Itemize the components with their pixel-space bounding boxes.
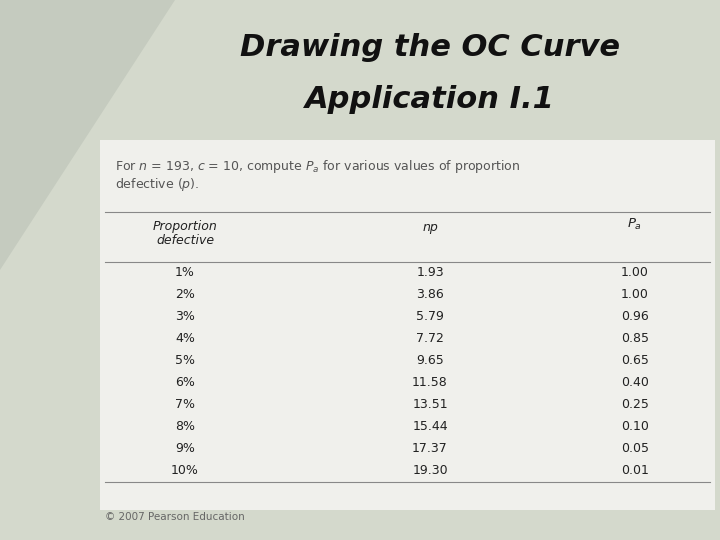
- Text: 4%: 4%: [175, 333, 195, 346]
- Bar: [100, 140, 715, 510]
- Text: © 2007 Pearson Education: © 2007 Pearson Education: [105, 512, 245, 522]
- Text: $P_a$: $P_a$: [627, 217, 642, 232]
- Text: 11.58: 11.58: [412, 376, 448, 389]
- Text: 7%: 7%: [175, 399, 195, 411]
- Text: 5.79: 5.79: [416, 310, 444, 323]
- Text: 5%: 5%: [175, 354, 195, 368]
- Text: 15.44: 15.44: [412, 421, 448, 434]
- Text: 13.51: 13.51: [412, 399, 448, 411]
- Text: 0.10: 0.10: [621, 421, 649, 434]
- Text: 7.72: 7.72: [416, 333, 444, 346]
- Text: 0.01: 0.01: [621, 464, 649, 477]
- Text: 0.25: 0.25: [621, 399, 649, 411]
- Text: 0.05: 0.05: [621, 442, 649, 456]
- Text: 3.86: 3.86: [416, 288, 444, 301]
- Text: 0.96: 0.96: [621, 310, 649, 323]
- Text: For $n$ = 193, $c$ = 10, compute $P_a$ for various values of proportion: For $n$ = 193, $c$ = 10, compute $P_a$ f…: [115, 158, 521, 175]
- Text: 1%: 1%: [175, 267, 195, 280]
- Text: 0.40: 0.40: [621, 376, 649, 389]
- Text: 9.65: 9.65: [416, 354, 444, 368]
- Text: 2%: 2%: [175, 288, 195, 301]
- Text: 17.37: 17.37: [412, 442, 448, 456]
- Text: 3%: 3%: [175, 310, 195, 323]
- Text: defective ($p$).: defective ($p$).: [115, 176, 199, 193]
- Text: 1.93: 1.93: [416, 267, 444, 280]
- Bar: [0, 0, 720, 140]
- Text: np: np: [422, 220, 438, 233]
- Text: Application I.1: Application I.1: [305, 85, 555, 114]
- Text: 10%: 10%: [171, 464, 199, 477]
- Text: Drawing the OC Curve: Drawing the OC Curve: [240, 33, 620, 63]
- Polygon shape: [0, 0, 175, 270]
- Text: 9%: 9%: [175, 442, 195, 456]
- Text: 1.00: 1.00: [621, 288, 649, 301]
- Text: 0.85: 0.85: [621, 333, 649, 346]
- Text: 19.30: 19.30: [412, 464, 448, 477]
- Text: 8%: 8%: [175, 421, 195, 434]
- Text: 0.65: 0.65: [621, 354, 649, 368]
- Text: 6%: 6%: [175, 376, 195, 389]
- Text: Proportion: Proportion: [153, 220, 217, 233]
- Text: 1.00: 1.00: [621, 267, 649, 280]
- Text: defective: defective: [156, 234, 214, 247]
